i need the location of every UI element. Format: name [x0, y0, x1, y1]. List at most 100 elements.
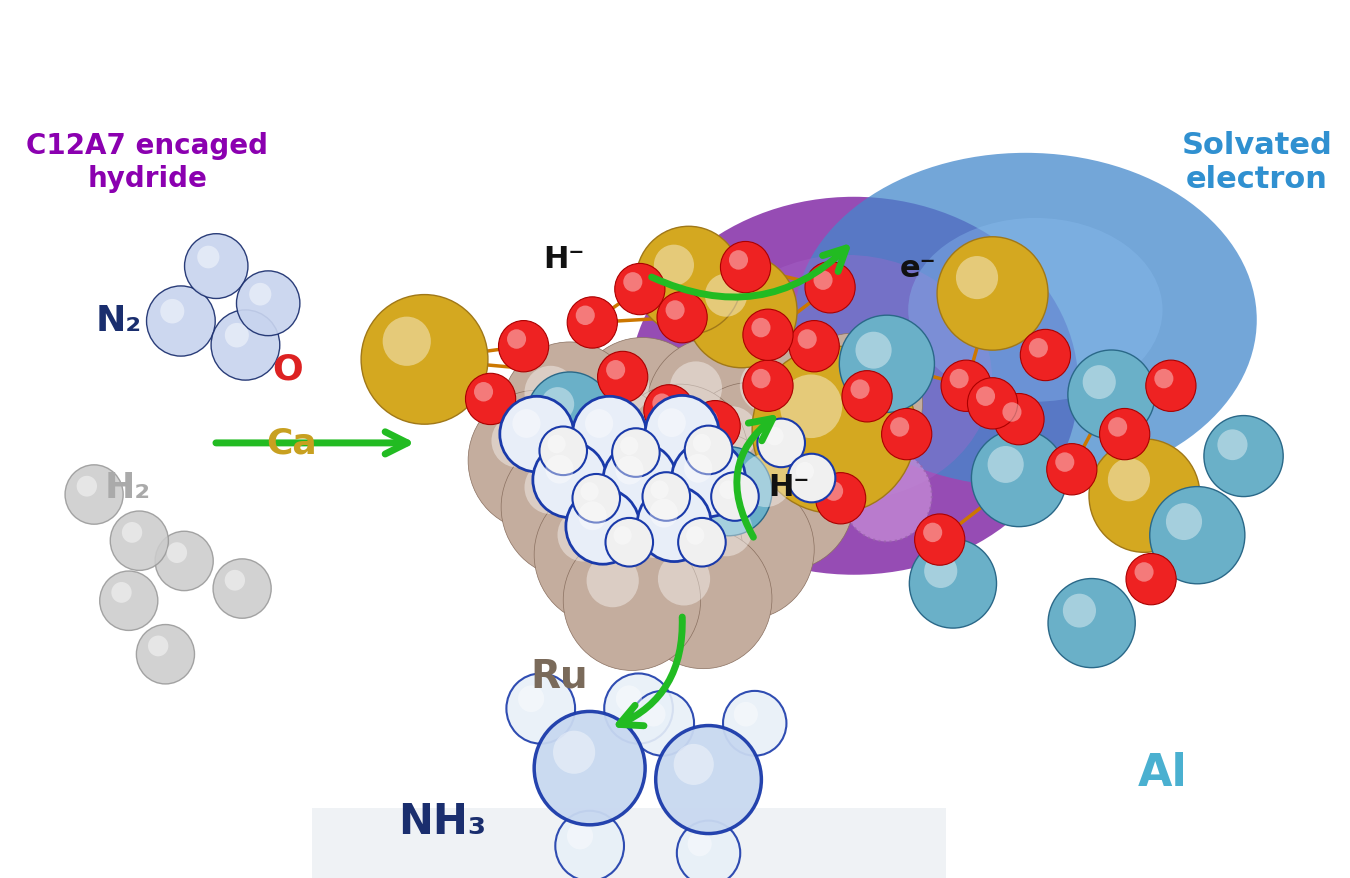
- Text: H⁻: H⁻: [768, 473, 810, 501]
- Circle shape: [941, 361, 991, 412]
- Circle shape: [752, 370, 771, 389]
- Circle shape: [678, 518, 726, 567]
- Circle shape: [572, 397, 647, 472]
- Circle shape: [575, 306, 595, 326]
- Circle shape: [988, 447, 1023, 484]
- Circle shape: [956, 256, 998, 299]
- Ellipse shape: [701, 255, 992, 501]
- Circle shape: [645, 432, 783, 572]
- Circle shape: [740, 454, 792, 507]
- Circle shape: [610, 385, 748, 525]
- Text: Ca: Ca: [266, 427, 317, 460]
- Circle shape: [574, 434, 711, 574]
- Circle shape: [910, 539, 996, 629]
- Circle shape: [676, 479, 814, 620]
- Circle shape: [815, 473, 865, 524]
- Circle shape: [541, 388, 574, 421]
- Circle shape: [976, 387, 995, 407]
- Circle shape: [1089, 439, 1200, 553]
- Circle shape: [734, 702, 757, 727]
- Circle shape: [711, 472, 759, 522]
- Circle shape: [620, 437, 639, 456]
- Circle shape: [676, 821, 740, 878]
- Circle shape: [693, 435, 711, 453]
- Circle shape: [155, 532, 213, 591]
- Circle shape: [558, 508, 610, 562]
- Circle shape: [690, 401, 740, 452]
- Circle shape: [1126, 554, 1176, 605]
- Circle shape: [914, 515, 965, 565]
- Circle shape: [567, 823, 593, 849]
- Circle shape: [1099, 409, 1150, 460]
- Text: Solvated
electron: Solvated electron: [1181, 131, 1332, 194]
- Circle shape: [629, 505, 680, 558]
- Circle shape: [498, 321, 548, 372]
- Circle shape: [597, 457, 649, 511]
- Circle shape: [925, 555, 957, 588]
- Circle shape: [580, 483, 598, 501]
- Circle shape: [508, 330, 526, 349]
- Circle shape: [136, 625, 194, 684]
- Circle shape: [724, 691, 787, 756]
- Circle shape: [148, 636, 169, 657]
- Circle shape: [533, 443, 606, 518]
- Circle shape: [548, 435, 566, 454]
- Circle shape: [842, 371, 892, 422]
- Circle shape: [525, 366, 576, 420]
- Circle shape: [674, 744, 714, 785]
- Circle shape: [585, 410, 613, 438]
- Circle shape: [668, 456, 721, 509]
- Circle shape: [525, 461, 576, 515]
- Circle shape: [161, 299, 185, 324]
- Circle shape: [1046, 444, 1098, 495]
- Ellipse shape: [794, 154, 1257, 487]
- Circle shape: [1083, 366, 1116, 399]
- Circle shape: [684, 426, 732, 475]
- Circle shape: [518, 686, 544, 712]
- Circle shape: [657, 292, 707, 343]
- Circle shape: [968, 378, 1018, 429]
- Circle shape: [605, 673, 672, 744]
- Circle shape: [686, 255, 796, 369]
- Circle shape: [805, 263, 855, 313]
- Circle shape: [923, 523, 942, 543]
- Circle shape: [1154, 370, 1173, 389]
- Circle shape: [752, 347, 915, 514]
- Circle shape: [670, 362, 722, 415]
- Circle shape: [682, 383, 819, 523]
- Circle shape: [701, 503, 752, 557]
- Circle shape: [634, 529, 772, 669]
- Circle shape: [185, 234, 248, 299]
- Circle shape: [790, 321, 840, 372]
- Text: O: O: [273, 352, 304, 385]
- Circle shape: [65, 465, 123, 525]
- Circle shape: [540, 427, 587, 476]
- Circle shape: [1003, 403, 1022, 422]
- Circle shape: [717, 335, 853, 476]
- Circle shape: [616, 457, 644, 485]
- Circle shape: [167, 543, 188, 564]
- Text: C12A7 encaged
hydride: C12A7 encaged hydride: [26, 133, 269, 192]
- Circle shape: [994, 394, 1044, 445]
- Circle shape: [729, 251, 748, 270]
- Circle shape: [814, 271, 833, 291]
- Circle shape: [501, 437, 639, 578]
- Circle shape: [743, 310, 792, 361]
- Circle shape: [213, 559, 271, 618]
- Circle shape: [555, 811, 624, 878]
- Circle shape: [566, 489, 640, 565]
- Circle shape: [684, 447, 772, 536]
- Circle shape: [656, 726, 761, 833]
- Circle shape: [972, 430, 1066, 527]
- Circle shape: [598, 352, 648, 403]
- Circle shape: [1204, 416, 1284, 497]
- Circle shape: [636, 227, 741, 335]
- Circle shape: [1029, 339, 1048, 358]
- Circle shape: [1108, 458, 1150, 501]
- Circle shape: [882, 409, 932, 460]
- Circle shape: [111, 582, 132, 603]
- Circle shape: [651, 481, 668, 500]
- Circle shape: [236, 271, 300, 336]
- Circle shape: [706, 407, 757, 460]
- Circle shape: [780, 375, 842, 439]
